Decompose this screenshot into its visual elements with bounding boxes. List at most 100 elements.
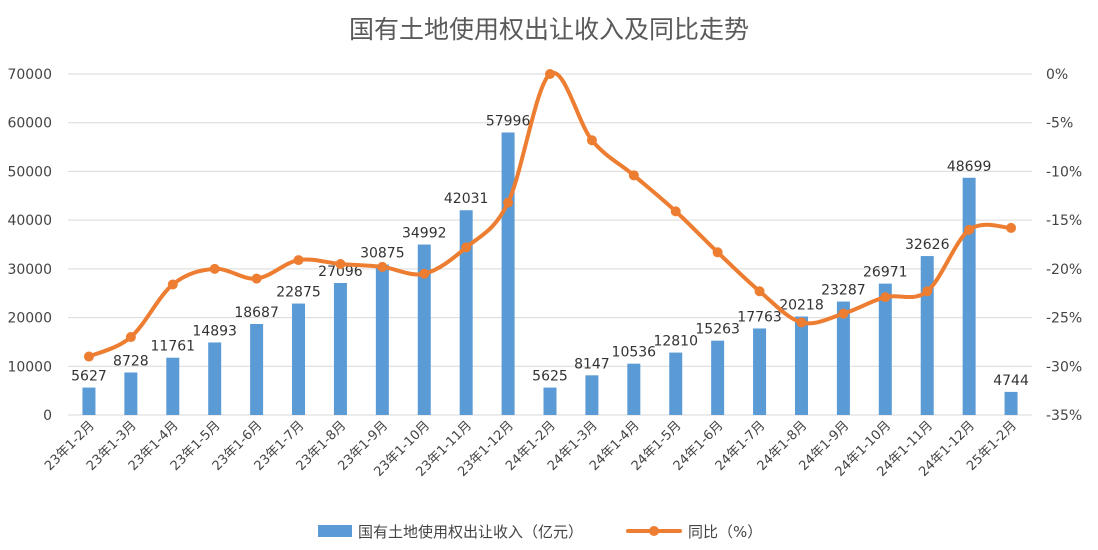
bar <box>962 177 976 415</box>
line-point <box>1006 222 1017 233</box>
bar-value-label: 14893 <box>192 323 237 339</box>
bar-value-label: 8147 <box>574 356 610 372</box>
bar-value-label: 32626 <box>905 237 950 253</box>
right-y-tick-label: -15% <box>1046 213 1082 229</box>
line-point <box>461 242 472 253</box>
bar-value-label: 15263 <box>695 322 740 338</box>
bar-value-label: 26971 <box>863 265 908 281</box>
bar-value-label: 30875 <box>360 246 405 262</box>
right-y-tick-label: 0% <box>1046 67 1068 83</box>
bar <box>124 372 138 415</box>
legend-line-label: 同比（%） <box>688 523 762 541</box>
line-point <box>586 135 597 146</box>
left-y-tick-label: 10000 <box>7 359 52 375</box>
bar-value-label: 11761 <box>151 339 196 355</box>
x-axis: 23年1-2月23年1-3月23年1-4月23年1-5月23年1-6月23年1-… <box>42 418 1020 480</box>
bar-value-label: 42031 <box>444 191 489 207</box>
left-y-tick-label: 40000 <box>7 213 52 229</box>
line-point <box>712 247 723 258</box>
bar-value-label: 8728 <box>113 353 149 369</box>
bar <box>711 340 725 415</box>
grid-lines <box>68 73 1032 416</box>
bar-value-label: 12810 <box>653 334 698 350</box>
bar <box>501 132 515 415</box>
left-y-tick-label: 60000 <box>7 116 52 132</box>
bar <box>543 387 557 415</box>
bar-value-label: 34992 <box>402 226 447 242</box>
right-y-tick-label: -30% <box>1046 359 1082 375</box>
bar <box>208 342 222 415</box>
bar <box>375 264 389 415</box>
bar <box>753 328 767 415</box>
line-point <box>167 279 178 290</box>
bar-value-label: 20218 <box>779 298 824 314</box>
line-series <box>83 69 1017 362</box>
bar <box>166 357 180 415</box>
bar-value-label: 17763 <box>737 309 782 325</box>
right-y-tick-label: -25% <box>1046 311 1082 327</box>
bar <box>1004 391 1018 415</box>
bar-value-label: 23287 <box>821 283 866 299</box>
right-y-tick-label: -20% <box>1046 262 1082 278</box>
bar-value-label: 10536 <box>612 345 657 361</box>
bar <box>82 387 96 415</box>
line-point <box>964 224 975 235</box>
bar <box>333 283 347 415</box>
line-point <box>377 261 388 272</box>
chart-title: 国有土地使用权出让收入及同比走势 <box>349 15 749 44</box>
line-point <box>922 286 933 297</box>
line-point <box>419 268 430 279</box>
bar <box>920 256 934 415</box>
right-y-tick-label: -10% <box>1046 164 1082 180</box>
bar <box>878 283 892 415</box>
left-y-tick-label: 0 <box>43 408 52 424</box>
line-point <box>880 292 891 303</box>
bar <box>836 301 850 415</box>
line-path <box>88 70 1012 359</box>
bar <box>627 363 641 415</box>
left-y-tick-label: 30000 <box>7 262 52 278</box>
bar <box>417 244 431 415</box>
left-y-tick-label: 50000 <box>7 164 52 180</box>
line-point <box>251 273 262 284</box>
bar-value-label: 18687 <box>234 305 279 321</box>
line-point <box>209 263 220 274</box>
bar-value-label: 5627 <box>71 369 107 385</box>
line-point <box>670 206 681 217</box>
line-point <box>293 255 304 266</box>
bar <box>459 210 473 415</box>
left-y-tick-label: 70000 <box>7 67 52 83</box>
line-point <box>796 317 807 328</box>
legend: 国有土地使用权出让收入（亿元） 同比（%） <box>318 523 762 541</box>
left-y-tick-label: 20000 <box>7 311 52 327</box>
line-point <box>628 170 639 181</box>
line-point <box>125 332 136 343</box>
legend-bar-swatch <box>318 525 352 537</box>
line-point <box>838 308 849 319</box>
bar <box>585 375 599 415</box>
line-point <box>545 69 555 79</box>
bar-value-label: 4744 <box>993 373 1029 389</box>
bar-value-label: 48699 <box>947 159 992 175</box>
right-y-axis: -35% -30% -25% -20% -15% -10% -5% 0% <box>1046 67 1082 424</box>
bar-value-label: 27096 <box>318 264 363 280</box>
bar-value-label: 5625 <box>532 369 568 385</box>
line-point <box>754 286 765 297</box>
bar-value-label: 57996 <box>486 113 531 129</box>
bar <box>292 303 306 415</box>
left-y-axis: 0 10000 20000 30000 40000 50000 60000 70000 <box>7 67 52 424</box>
bar <box>794 316 808 415</box>
right-y-tick-label: -35% <box>1046 408 1082 424</box>
bar-series <box>82 132 1018 415</box>
bar-value-label: 22875 <box>276 285 321 301</box>
line-point <box>335 258 346 269</box>
legend-bar-label: 国有土地使用权出让收入（亿元） <box>358 523 583 541</box>
line-point <box>503 197 514 208</box>
bar <box>669 352 683 415</box>
legend-line-marker <box>649 526 659 536</box>
line-point <box>83 351 94 362</box>
bar <box>250 323 264 415</box>
right-y-tick-label: -5% <box>1046 116 1073 132</box>
